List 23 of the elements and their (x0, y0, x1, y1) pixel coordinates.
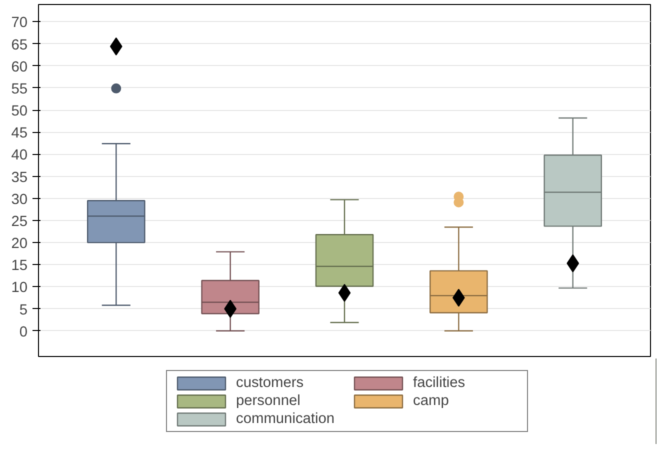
legend-label: communication (236, 411, 336, 427)
legend-label: personnel (236, 393, 302, 409)
legend-label: camp (413, 393, 450, 409)
y-tick-label: 0 (19, 324, 28, 340)
point (110, 37, 122, 56)
y-tick-label: 70 (11, 15, 28, 32)
legend-label: facilities (413, 375, 466, 391)
y-tick-label: 40 (11, 148, 28, 164)
y-tick-label: 25 (11, 214, 28, 230)
y-tick-label: 5 (19, 302, 28, 318)
point (566, 254, 580, 272)
y-tick-label: 55 (11, 81, 28, 98)
y-tick-label: 30 (11, 192, 28, 208)
y-tick-label: 35 (11, 170, 28, 186)
y-tick-label: 50 (11, 104, 28, 120)
legend-label: customers (236, 375, 305, 391)
y-tick-label: 20 (11, 236, 28, 252)
y-tick-label: 60 (11, 59, 28, 76)
point (338, 284, 351, 302)
y-tick-label: 10 (11, 280, 28, 296)
y-tick-label: 65 (11, 37, 28, 54)
y-tick-label: 15 (11, 258, 28, 274)
y-tick-label: 45 (11, 126, 28, 142)
